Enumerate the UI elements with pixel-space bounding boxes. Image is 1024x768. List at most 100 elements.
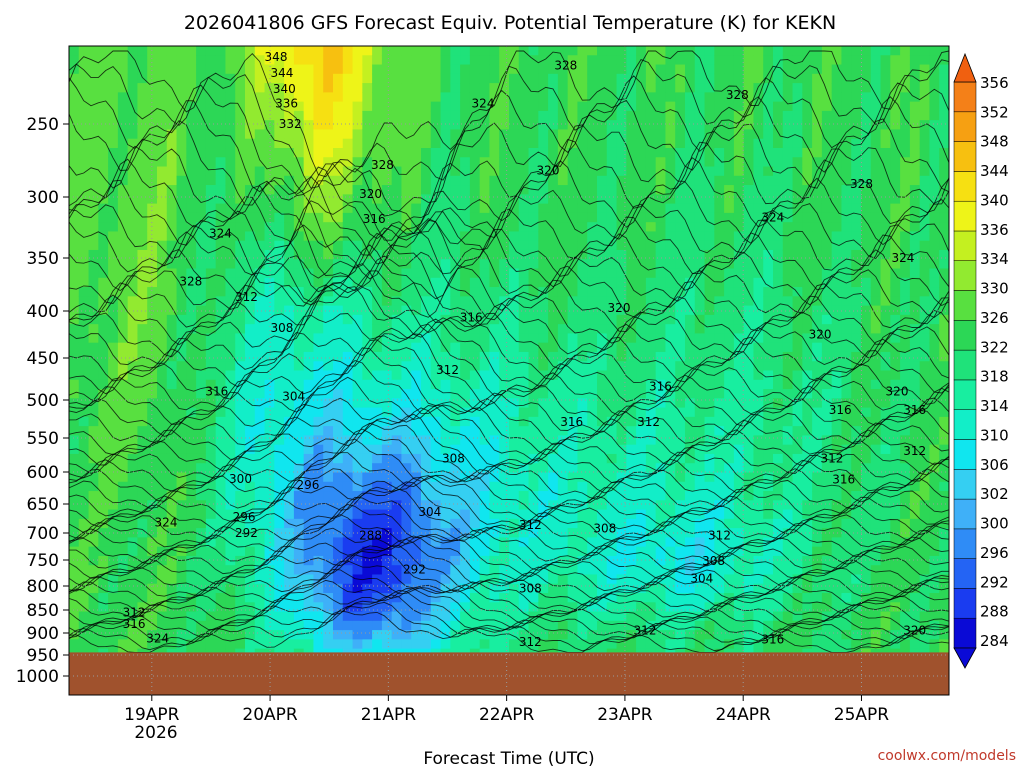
contour-label: 324 [472,97,495,111]
contour-label: 320 [903,624,926,638]
contour-label: 312 [123,605,146,619]
y-tick-label: 650 [27,495,59,515]
y-tick-label: 750 [27,551,59,571]
y-tick-label: 500 [27,391,59,411]
colorbar-label: 288 [980,603,1009,621]
y-tick-label: 600 [27,463,59,483]
contour-label: 316 [761,633,784,647]
y-tick-label: 250 [27,115,59,135]
contour-label: 320 [809,328,832,342]
contour-label: 348 [265,50,288,64]
contour-label: 316 [560,415,583,429]
contour-label: 308 [270,321,293,335]
colorbar-label: 318 [980,368,1009,386]
contour-label: 320 [608,301,631,315]
contour-label: 316 [832,473,855,487]
credit-text: coolwx.com/models [878,748,1016,764]
colorbar-label: 344 [980,162,1009,180]
contour-label: 328 [554,59,577,73]
colorbar-label: 300 [980,515,1009,533]
contour-label: 308 [702,554,725,568]
y-tick-label: 550 [27,429,59,449]
colorbar-top-arrow [953,52,977,83]
x-tick-label: 25APR [834,705,890,725]
colorbar-swatch [953,260,977,291]
y-tick-label: 300 [27,188,59,208]
contour-label: 312 [519,518,542,532]
y-tick-label: 450 [27,349,59,369]
y-tick-label: 950 [27,646,59,666]
colorbar-label: 336 [980,221,1009,239]
ground-fill [69,652,949,695]
grid [69,46,949,695]
colorbar-swatch [953,409,977,440]
colorbar-label: 340 [980,192,1009,210]
colorbar-swatch [953,469,977,500]
y-tick-label: 350 [27,249,59,269]
colorbar-label: 348 [980,133,1009,151]
colorbar-swatch [953,617,977,649]
colorbar-swatch [953,498,977,530]
y-tick-label: 800 [27,577,59,597]
contour-label: 324 [761,211,784,225]
x-axis: 19APR 20APR 21APR 22APR 23APR 24APR 25APR [124,695,889,725]
x-year-label: 2026 [134,723,177,743]
contour-label: 324 [146,631,169,645]
colorbar: 356 352 348 344 340 336 334 330 326 322 318 314 310 3… [953,52,1009,669]
ground [69,652,949,695]
chart-title: 2026041806 GFS Forecast Equiv. Potential… [184,12,836,34]
contour-lines [69,50,949,653]
contour-label: 312 [820,451,843,465]
x-tick-label: 22APR [479,705,535,725]
y-tick-label: 900 [27,624,59,644]
x-tick-label: 23APR [597,705,653,725]
contour-label: 316 [363,212,386,226]
y-tick-label: 400 [27,302,59,322]
contour-label: 316 [829,403,852,417]
colorbar-label: 314 [980,397,1009,415]
y-tick-label: 1000 [16,667,59,687]
colorbar-label: 330 [980,280,1009,298]
contour-label: 308 [442,451,465,465]
colorbar-swatch [953,528,977,559]
x-axis-label: Forecast Time (UTC) [423,749,594,768]
contour-label: 328 [371,158,394,172]
colorbar-label: 296 [980,544,1009,562]
contour-label: 328 [850,177,873,191]
contour-label: 316 [123,617,146,631]
colorbar-swatch [953,81,977,113]
colorbar-label: 292 [980,573,1009,591]
contour-label: 336 [275,97,298,111]
contour-label: 304 [282,390,305,404]
colorbar-swatch [953,200,977,232]
colorbar-swatch [953,558,977,589]
y-axis: 250 300 350 400 450 500 550 600 650 700 750 800 850 9… [16,115,69,687]
contour-label: 340 [273,82,296,96]
colorbar-swatch [953,588,977,619]
contour-label: 296 [296,478,319,492]
contour-label: 300 [229,472,252,486]
contour-label: 324 [209,227,232,241]
contour-label: 312 [637,415,660,429]
contour-label: 316 [205,385,228,399]
contour-label: 328 [726,88,749,102]
colorbar-swatch [953,171,977,202]
y-tick-label: 850 [27,601,59,621]
colorbar-label: 302 [980,485,1009,503]
y-tick-label: 700 [27,524,59,544]
x-tick-label: 24APR [716,705,772,725]
contour-label: 320 [359,187,382,201]
contour-label: 308 [593,521,616,535]
colorbar-label: 352 [980,103,1009,121]
colorbar-label: 356 [980,74,1009,92]
contour-label: 312 [903,444,926,458]
contour-label: 296 [233,510,256,524]
contour-label: 312 [519,635,542,649]
contour-label: 316 [649,380,672,394]
contour-label: 312 [634,624,657,638]
colorbar-swatch [953,379,977,410]
contour-label: 312 [436,363,459,377]
colorbar-label: 306 [980,456,1009,474]
contour-labels: 3123163243243283243123163002962923083042… [123,50,927,649]
